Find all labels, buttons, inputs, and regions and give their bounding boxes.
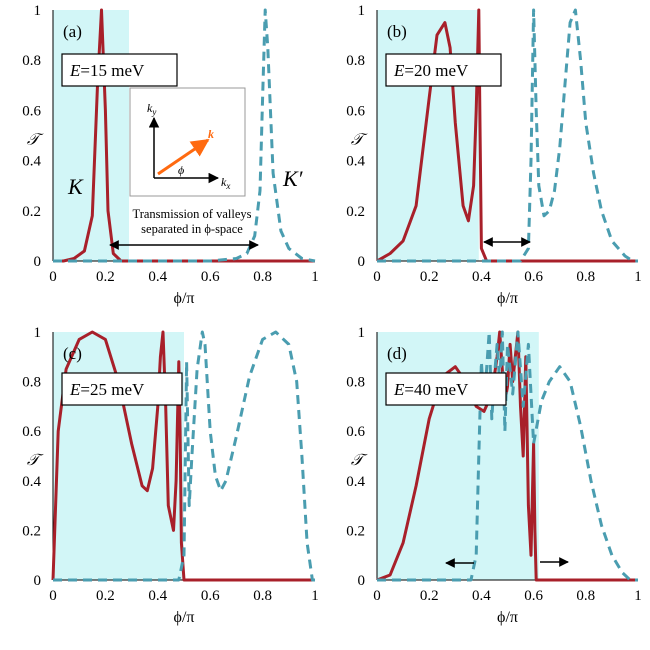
inset-ky-label: ky — [147, 101, 156, 117]
inset-k-vector — [157, 138, 210, 176]
series-line-K — [376, 8, 638, 263]
x-tick-label: 0.6 — [524, 588, 543, 604]
panel-label: (b) — [387, 22, 407, 41]
note-line-1: Transmission of valleys — [133, 207, 252, 221]
inset-kx-label: kx — [221, 175, 230, 191]
y-tick-label: 0.8 — [346, 375, 365, 391]
x-axis-label: ϕ/π — [174, 290, 195, 307]
x-axis-label: ϕ/π — [497, 290, 518, 307]
energy-box — [385, 53, 502, 87]
y-tick-label: 0.4 — [346, 474, 365, 490]
y-tick-label: 0.4 — [346, 154, 365, 170]
x-tick-label: 0.2 — [420, 588, 439, 604]
inset-k-diagram: ky kx ϕ k⃗ — [129, 87, 246, 197]
panel-label: (c) — [63, 344, 82, 363]
energy-box — [61, 372, 183, 406]
y-tick-label: 0.8 — [22, 53, 41, 69]
x-tick-label: 0.4 — [148, 269, 167, 285]
energy-box — [385, 372, 507, 406]
energy-box — [61, 53, 178, 87]
y-axis-label: 𝒯 — [27, 132, 44, 149]
y-tick-label: 0.8 — [346, 53, 365, 69]
panel-label: (d) — [387, 344, 407, 363]
x-tick-label: 0 — [49, 588, 57, 604]
x-tick-label: 0.2 — [96, 269, 115, 285]
valley-label-K: K — [67, 174, 84, 199]
y-tick-label: 1 — [358, 3, 366, 19]
shaded-region — [377, 10, 479, 261]
y-tick-label: 0.6 — [346, 424, 365, 440]
x-tick-label: 0.6 — [524, 269, 543, 285]
inset-phi-label: ϕ — [178, 163, 184, 177]
y-tick-label: 0.2 — [22, 204, 41, 220]
panel-label: (a) — [63, 22, 82, 41]
panels-layer: 0 0.2 0.4 0.6 0.8 1 0 0.2 0.4 0.6 0.8 1 ϕ/π 𝒯 (a) E=15 … — [22, 3, 642, 626]
x-tick-label: 0.4 — [472, 588, 491, 604]
y-tick-label: 0 — [34, 254, 42, 270]
y-tick-label: 0.4 — [22, 154, 41, 170]
y-tick-label: 0.8 — [22, 375, 41, 391]
x-tick-label: 0 — [49, 269, 57, 285]
x-tick-label: 0.4 — [472, 269, 491, 285]
y-axis-label: 𝒯 — [351, 452, 368, 469]
x-tick-label: 0.8 — [253, 269, 272, 285]
series-line-Kprime — [377, 8, 638, 263]
y-tick-label: 1 — [34, 3, 42, 19]
x-axis-label: ϕ/π — [497, 609, 518, 626]
chart-panel-4: 0 0.2 0.4 0.6 0.8 1 0 0.2 0.4 0.6 0.8 1 ϕ/π 𝒯 (d) E=40 … — [346, 325, 642, 626]
x-tick-label: 0.8 — [253, 588, 272, 604]
chart-panel-3: 0 0.2 0.4 0.6 0.8 1 0 0.2 0.4 0.6 0.8 1 ϕ/π 𝒯 (c) E=25 … — [22, 325, 319, 626]
note-line-2: separated in ϕ-space — [141, 222, 243, 236]
x-tick-label: 0.2 — [420, 269, 439, 285]
energy-label: E=25 meV — [69, 380, 145, 399]
valley-label-Kprime: K′ — [282, 166, 304, 191]
y-tick-label: 0.2 — [22, 523, 41, 539]
y-tick-label: 0 — [34, 573, 42, 589]
series-line-Kprime — [53, 8, 316, 263]
y-tick-label: 0.2 — [346, 204, 365, 220]
x-tick-label: 0.2 — [96, 588, 115, 604]
y-tick-label: 0.2 — [346, 523, 365, 539]
chart-panel-2: 0 0.2 0.4 0.6 0.8 1 0 0.2 0.4 0.6 0.8 1 ϕ/π 𝒯 (b) E=20 … — [346, 3, 642, 307]
inset-k-label: k⃗ — [208, 127, 223, 141]
energy-label: E=15 meV — [69, 61, 145, 80]
y-tick-label: 0 — [358, 573, 366, 589]
series-line-Kprime — [53, 330, 315, 582]
x-tick-label: 0.4 — [148, 588, 167, 604]
x-tick-label: 0.8 — [576, 588, 595, 604]
x-tick-label: 0 — [373, 269, 381, 285]
x-tick-label: 1 — [311, 269, 319, 285]
y-tick-label: 1 — [358, 325, 366, 341]
x-tick-label: 1 — [634, 269, 642, 285]
y-axis-label: 𝒯 — [351, 132, 368, 149]
y-tick-label: 0.6 — [22, 424, 41, 440]
y-tick-label: 0.4 — [22, 474, 41, 490]
x-axis-label: ϕ/π — [174, 609, 195, 626]
x-tick-label: 0 — [373, 588, 381, 604]
y-tick-label: 0.6 — [22, 103, 41, 119]
x-tick-label: 1 — [634, 588, 642, 604]
x-tick-label: 0.8 — [576, 269, 595, 285]
x-tick-label: 0.6 — [201, 269, 220, 285]
x-tick-label: 1 — [311, 588, 319, 604]
y-axis-label: 𝒯 — [27, 452, 44, 469]
energy-label: E=40 meV — [393, 380, 469, 399]
x-tick-label: 0.6 — [201, 588, 220, 604]
y-tick-label: 0 — [358, 254, 366, 270]
y-tick-label: 1 — [34, 325, 42, 341]
y-tick-label: 0.6 — [346, 103, 365, 119]
energy-label: E=20 meV — [393, 61, 469, 80]
series-line-Kprime — [377, 330, 638, 582]
overlay-annotations: K K′ Transmission of valleys separated i… — [67, 87, 569, 568]
